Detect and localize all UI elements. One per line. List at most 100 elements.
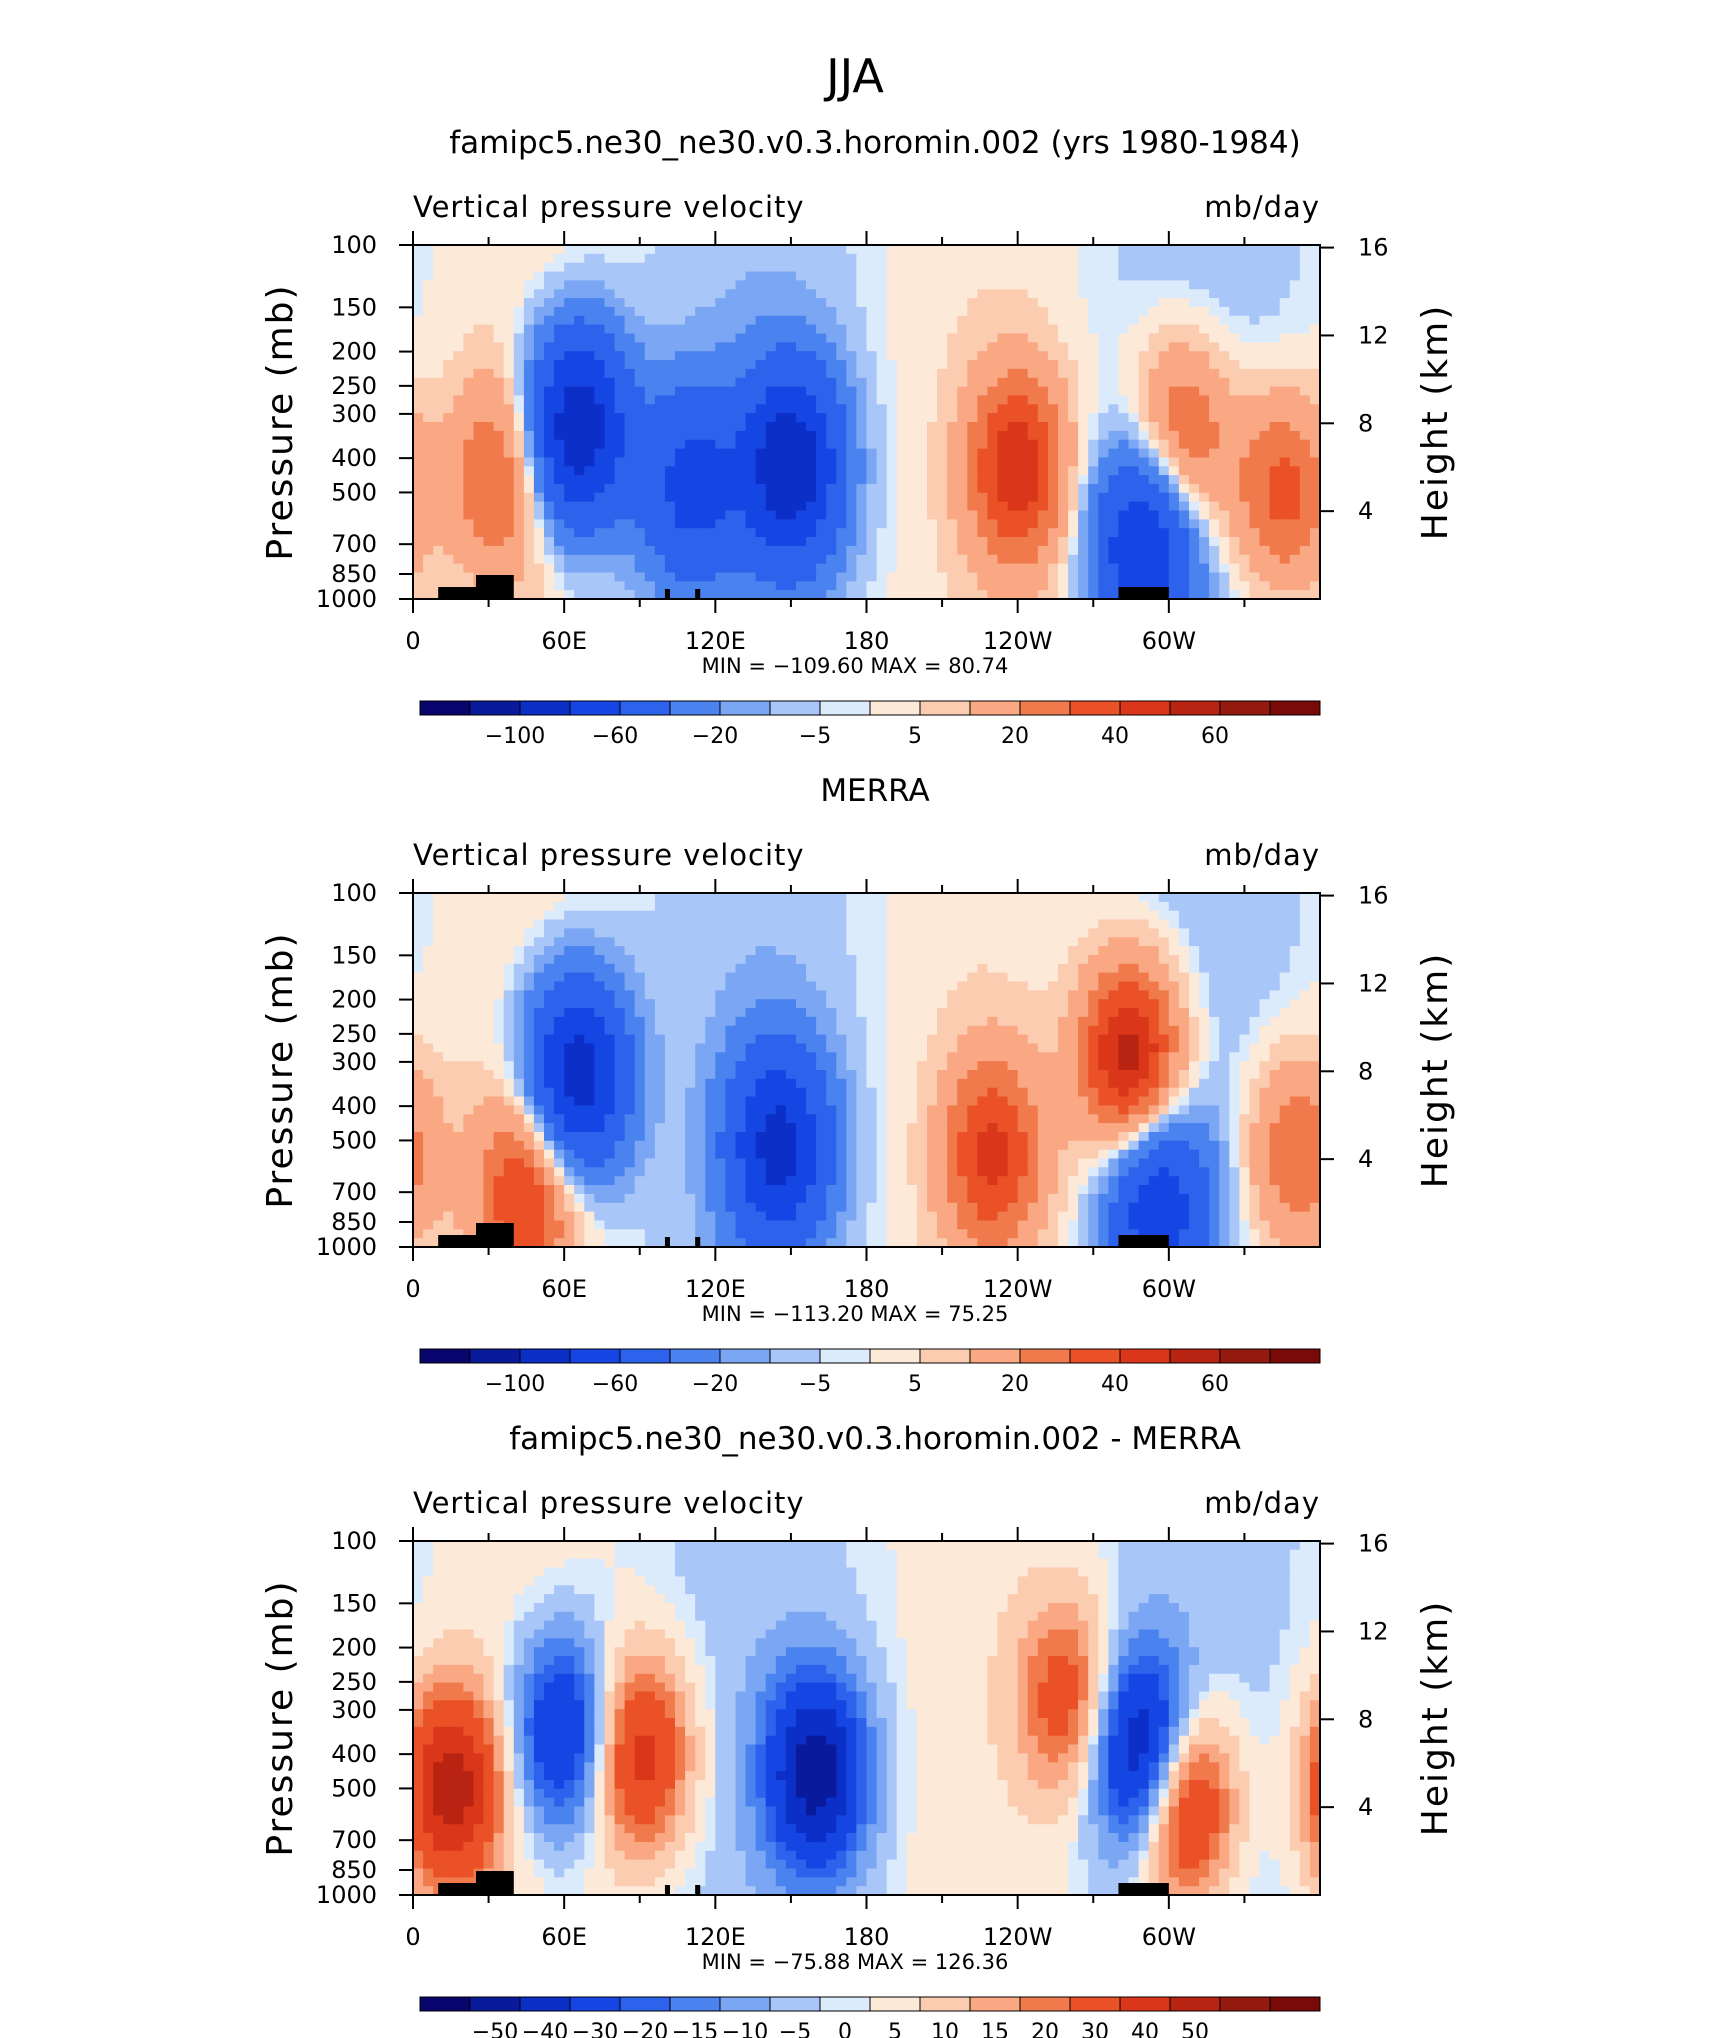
heat-cell [967,324,978,334]
heat-cell [1199,404,1210,414]
heat-cell [1007,563,1019,573]
heat-cell [614,271,626,281]
heat-cell [594,333,606,343]
heat-cell [664,901,676,912]
heat-cell [594,519,606,529]
heat-cell [675,563,686,573]
heat-cell [1189,262,1200,273]
heat-cell [664,572,676,582]
heat-cell [533,1114,545,1124]
heat-cell [927,413,938,423]
heat-cell [413,1202,424,1213]
heat-cell [675,972,686,982]
heat-cell [725,1193,737,1204]
heat-cell [564,404,575,414]
heat-cell [614,245,626,255]
heat-cell [725,1238,737,1248]
heat-cell [564,1149,575,1160]
heat-cell [1027,386,1039,396]
heat-cell [503,910,515,921]
heat-cell [1088,262,1099,273]
heat-cell [1017,528,1029,538]
heat-cell [856,501,868,511]
heat-cell [675,545,686,556]
heat-cell [705,298,716,308]
heat-cell [816,386,827,396]
heat-cell [634,1070,646,1080]
heat-cell [594,937,606,947]
heat-cell [705,519,716,529]
heat-cell [1289,386,1301,396]
heat-cell [443,955,454,965]
heat-cell [785,466,797,476]
heat-cell [1017,457,1029,467]
heat-cell [584,1238,595,1248]
heat-cell [453,377,464,388]
heat-cell [554,946,565,956]
heat-cell [1309,280,1321,290]
topography-mask [475,575,514,599]
heat-cell [997,280,1009,290]
colorbar-swatch [1019,700,1071,716]
heat-cell [957,475,968,485]
heat-cell [1249,430,1261,441]
heat-cell [1138,537,1150,547]
heat-cell [856,563,868,573]
heat-cell [1118,554,1130,565]
heat-cell [564,528,575,538]
heat-cell [654,901,666,912]
heat-cell [1309,333,1321,343]
heat-cell [725,981,737,991]
heat-cell [453,1078,464,1089]
heat-cell [604,1185,616,1195]
heat-cell [1088,581,1099,591]
heat-cell [1088,519,1099,529]
heat-cell [1027,572,1039,582]
heat-cell [413,1193,424,1204]
heat-cell [685,483,696,494]
heat-cell [654,1211,666,1221]
heat-cell [1047,360,1059,370]
heat-cell [453,1220,464,1230]
heat-cell [675,1052,686,1062]
heat-cell [453,501,464,511]
heat-cell [675,448,686,458]
heat-cell [1178,306,1190,317]
heat-cell [1178,395,1190,405]
heat-cell [433,972,444,982]
heat-cell [584,955,595,965]
heat-cell [433,1087,444,1098]
heat-cell [755,510,767,520]
heat-cell [1219,386,1230,396]
heat-cell [1108,262,1120,273]
heat-cell [967,422,978,432]
heat-cell [523,360,535,370]
heat-cell [745,430,757,441]
heat-cell [775,368,787,379]
heat-cell [624,1132,636,1142]
heat-cell [493,271,505,281]
heat-cell [685,572,696,582]
heat-cell [675,492,686,503]
heat-cell [503,457,515,467]
heat-cell [513,1105,525,1115]
heat-cell [725,1229,737,1239]
heat-cell [614,563,626,573]
heat-cell [1138,351,1150,361]
heat-cell [735,1008,747,1018]
heat-cell [1068,510,1079,520]
heat-cell [423,430,434,441]
heat-cell [695,901,706,912]
heat-cell [634,448,646,458]
heat-cell [735,901,747,912]
heat-cell [604,919,616,929]
heat-cell [463,1202,475,1213]
heat-cell [644,554,656,565]
heat-cell [654,1087,666,1098]
heat-cell [443,395,454,405]
heat-cell [1309,360,1321,370]
heat-cell [463,333,475,343]
heat-cell [624,457,636,467]
heat-cell [644,483,656,494]
heat-cell [1178,528,1190,538]
